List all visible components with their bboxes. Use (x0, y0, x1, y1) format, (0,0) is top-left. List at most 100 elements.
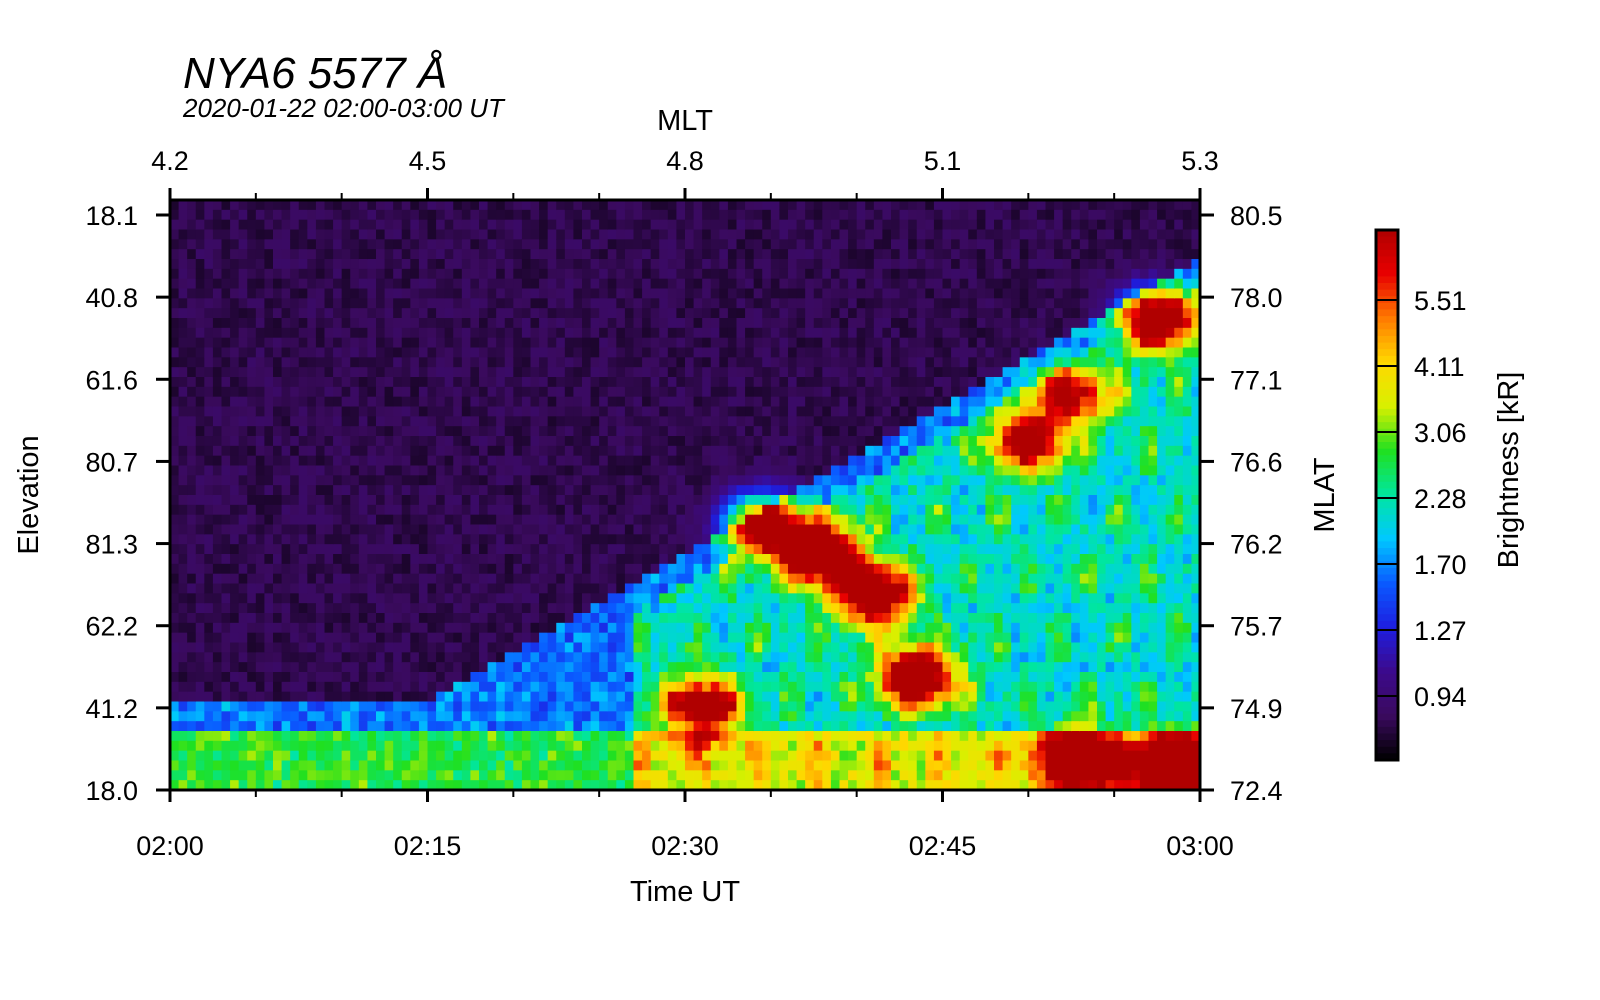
heatmap-cell (238, 662, 248, 673)
heatmap-cell (547, 721, 557, 732)
heatmap-cell (290, 770, 300, 781)
heatmap-cell (436, 662, 446, 673)
heatmap-cell (195, 672, 205, 683)
heatmap-cell (805, 416, 815, 427)
heatmap-cell (693, 318, 703, 329)
heatmap-cell (564, 672, 575, 683)
heatmap-cell (650, 200, 660, 211)
heatmap-cell (616, 573, 626, 585)
heatmap-cell (247, 445, 257, 457)
heatmap-cell (290, 436, 300, 447)
heatmap-cell (401, 318, 411, 329)
heatmap-cell (822, 465, 832, 476)
heatmap-cell (195, 534, 205, 545)
heatmap-cell (238, 544, 248, 555)
heatmap-cell (315, 672, 326, 683)
heatmap-cell (865, 327, 875, 339)
heatmap-cell (736, 731, 746, 742)
heatmap-cell (727, 347, 738, 358)
heatmap-cell (599, 760, 609, 771)
heatmap-cell (762, 780, 772, 791)
heatmap-cell (556, 711, 566, 722)
heatmap-cell (762, 701, 772, 712)
heatmap-cell (212, 219, 223, 231)
heatmap-cell (376, 593, 386, 604)
heatmap-cell (564, 386, 575, 398)
heatmap-cell (582, 416, 592, 427)
heatmap-cell (719, 573, 729, 585)
heatmap-cell (221, 662, 231, 673)
heatmap-cell (736, 377, 746, 388)
heatmap-cell (667, 563, 678, 575)
heatmap-cell (676, 426, 686, 437)
heatmap-cell (822, 554, 832, 565)
heatmap-cell (333, 249, 343, 260)
heatmap-cell (839, 455, 849, 467)
heatmap-cell (255, 396, 266, 408)
heatmap-cell (170, 259, 180, 270)
heatmap-cell (290, 750, 300, 762)
heatmap-cell (290, 544, 300, 555)
heatmap-cell (504, 278, 514, 290)
heatmap-cell (341, 278, 351, 290)
heatmap-cell (736, 357, 746, 368)
heatmap-cell (599, 750, 609, 762)
heatmap-cell (685, 534, 695, 545)
heatmap-cell (762, 642, 772, 653)
heatmap-cell (676, 485, 686, 496)
heatmap-cell (436, 672, 446, 683)
heatmap-cell (745, 357, 755, 368)
heatmap-cell (418, 780, 429, 791)
heatmap-cell (762, 475, 772, 486)
heatmap-cell (710, 357, 720, 368)
heatmap-cell (230, 465, 240, 476)
heatmap-cell (788, 327, 798, 339)
heatmap-cell (453, 347, 463, 358)
heatmap-cell (290, 367, 300, 378)
heatmap-cell (745, 377, 755, 388)
heatmap-cell (264, 327, 274, 339)
heatmap-cell (418, 681, 429, 693)
heatmap-cell (607, 200, 617, 211)
heatmap-cell (204, 475, 214, 486)
heatmap-cell (401, 603, 411, 614)
heatmap-cell (805, 544, 815, 555)
heatmap-cell (384, 436, 394, 447)
heatmap-cell (702, 200, 712, 211)
heatmap-cell (204, 534, 214, 545)
heatmap-cell (470, 465, 480, 476)
heatmap-cell (273, 465, 283, 476)
heatmap-cell (702, 681, 712, 693)
heatmap-cell (659, 563, 669, 575)
heatmap-cell (307, 681, 317, 693)
heatmap-cell (212, 239, 223, 250)
heatmap-cell (659, 662, 669, 673)
heatmap-cell (204, 327, 214, 339)
heatmap-cell (770, 406, 781, 417)
heatmap-cell (616, 642, 626, 653)
heatmap-cell (521, 219, 532, 231)
heatmap-cell (530, 475, 540, 486)
heatmap-cell (341, 308, 351, 319)
heatmap-cell (556, 308, 566, 319)
heatmap-cell (427, 583, 437, 594)
heatmap-cell (487, 504, 497, 516)
heatmap-cell (521, 436, 532, 447)
heatmap-cell (865, 573, 875, 585)
heatmap-cell (298, 347, 308, 358)
heatmap-cell (693, 701, 703, 712)
heatmap-cell (667, 209, 678, 221)
heatmap-cell (762, 652, 772, 663)
heatmap-cell (822, 327, 832, 339)
heatmap-cell (590, 603, 600, 614)
heatmap-cell (170, 200, 180, 211)
heatmap-cell (702, 465, 712, 476)
heatmap-cell (470, 544, 480, 555)
heatmap-cell (624, 760, 635, 771)
heatmap-cell (650, 613, 660, 624)
heatmap-cell (221, 691, 231, 703)
heatmap-cell (642, 770, 652, 781)
heatmap-cell (547, 377, 557, 388)
heatmap-cell (659, 445, 669, 457)
heatmap-cell (178, 416, 188, 427)
